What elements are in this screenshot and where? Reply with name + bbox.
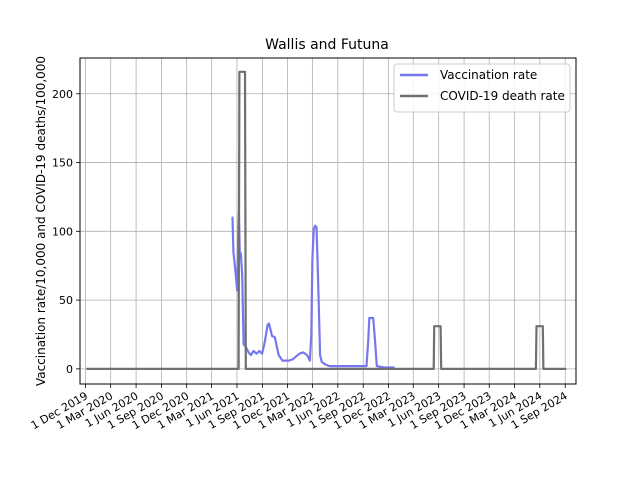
y-tick-label: 200 bbox=[52, 88, 73, 101]
y-tick-label: 150 bbox=[52, 157, 73, 170]
y-axis-ticks: 0 50 100 150 200 bbox=[52, 88, 80, 376]
series-lines bbox=[86, 70, 567, 370]
grid-lines bbox=[80, 58, 576, 384]
y-tick-label: 100 bbox=[52, 225, 73, 238]
vaccination-rate-line bbox=[231, 212, 395, 369]
y-tick-label: 50 bbox=[59, 294, 73, 307]
legend-label-death-rate: COVID-19 death rate bbox=[440, 89, 565, 103]
chart-title: Wallis and Futuna bbox=[265, 37, 389, 53]
death-rate-line bbox=[86, 70, 567, 370]
y-tick-label: 0 bbox=[66, 363, 73, 376]
legend-label-vaccination: Vaccination rate bbox=[440, 68, 537, 82]
y-axis-label: Vaccination rate/10,000 and COVID-19 dea… bbox=[34, 56, 48, 386]
legend: Vaccination rate COVID-19 death rate bbox=[393, 63, 571, 113]
plot-frame bbox=[79, 57, 577, 385]
legend-box bbox=[393, 63, 571, 113]
